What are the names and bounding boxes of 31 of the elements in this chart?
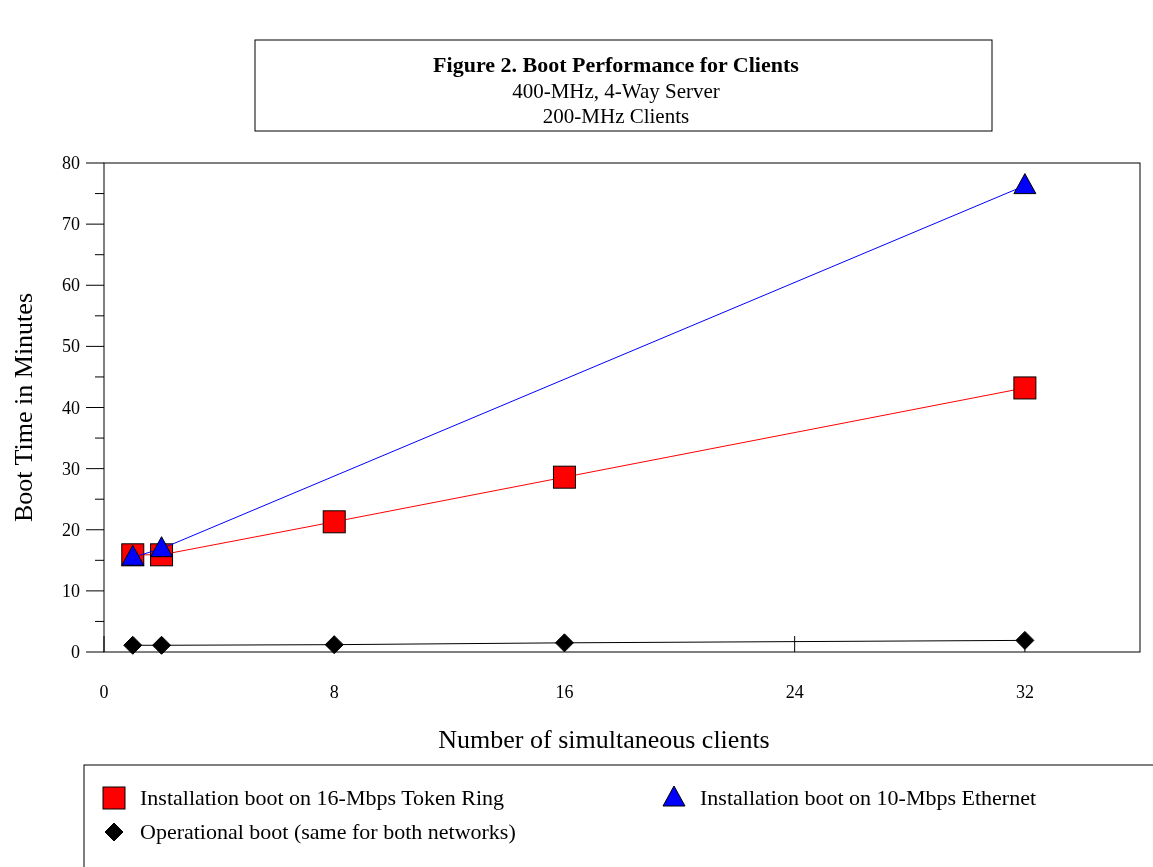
point xyxy=(554,633,574,653)
point xyxy=(150,536,174,558)
x-tick-label: 16 xyxy=(555,682,574,702)
legend-label: Operational boot (same for both networks) xyxy=(140,819,516,844)
legend-label: Installation boot on 16-Mbps Token Ring xyxy=(140,785,505,810)
point xyxy=(1013,173,1037,195)
y-tick-label: 70 xyxy=(62,214,80,235)
y-tick-label: 40 xyxy=(62,397,80,418)
y-tick-label: 0 xyxy=(71,642,80,662)
legend-label: Installation boot on 10-Mbps Ethernet xyxy=(700,785,1037,810)
chart-title: Figure 2. Boot Performance for Clients xyxy=(433,52,800,77)
y-tick-label: 20 xyxy=(62,519,80,540)
point xyxy=(552,465,576,489)
y-tick-label: 80 xyxy=(62,153,80,173)
point xyxy=(123,635,143,655)
point xyxy=(322,510,346,534)
x-axis-title: Number of simultaneous clients xyxy=(438,725,770,754)
point xyxy=(324,635,344,655)
y-tick-label: 10 xyxy=(62,580,80,601)
y-axis-title: Boot Time in Minutes xyxy=(9,293,38,522)
y-tick-label: 60 xyxy=(62,275,80,296)
x-tick-label: 32 xyxy=(1015,682,1034,702)
chart-subtitle: 400-MHz, 4-Way Server 200-MHz Clients xyxy=(512,79,720,128)
x-tick-label: 8 xyxy=(329,682,339,702)
point xyxy=(1015,630,1035,650)
x-tick-label: 0 xyxy=(99,682,109,702)
y-tick-label: 30 xyxy=(62,458,80,479)
point xyxy=(1013,376,1037,400)
point xyxy=(152,635,172,655)
x-tick-label: 24 xyxy=(785,682,804,702)
y-tick-label: 50 xyxy=(62,336,80,357)
